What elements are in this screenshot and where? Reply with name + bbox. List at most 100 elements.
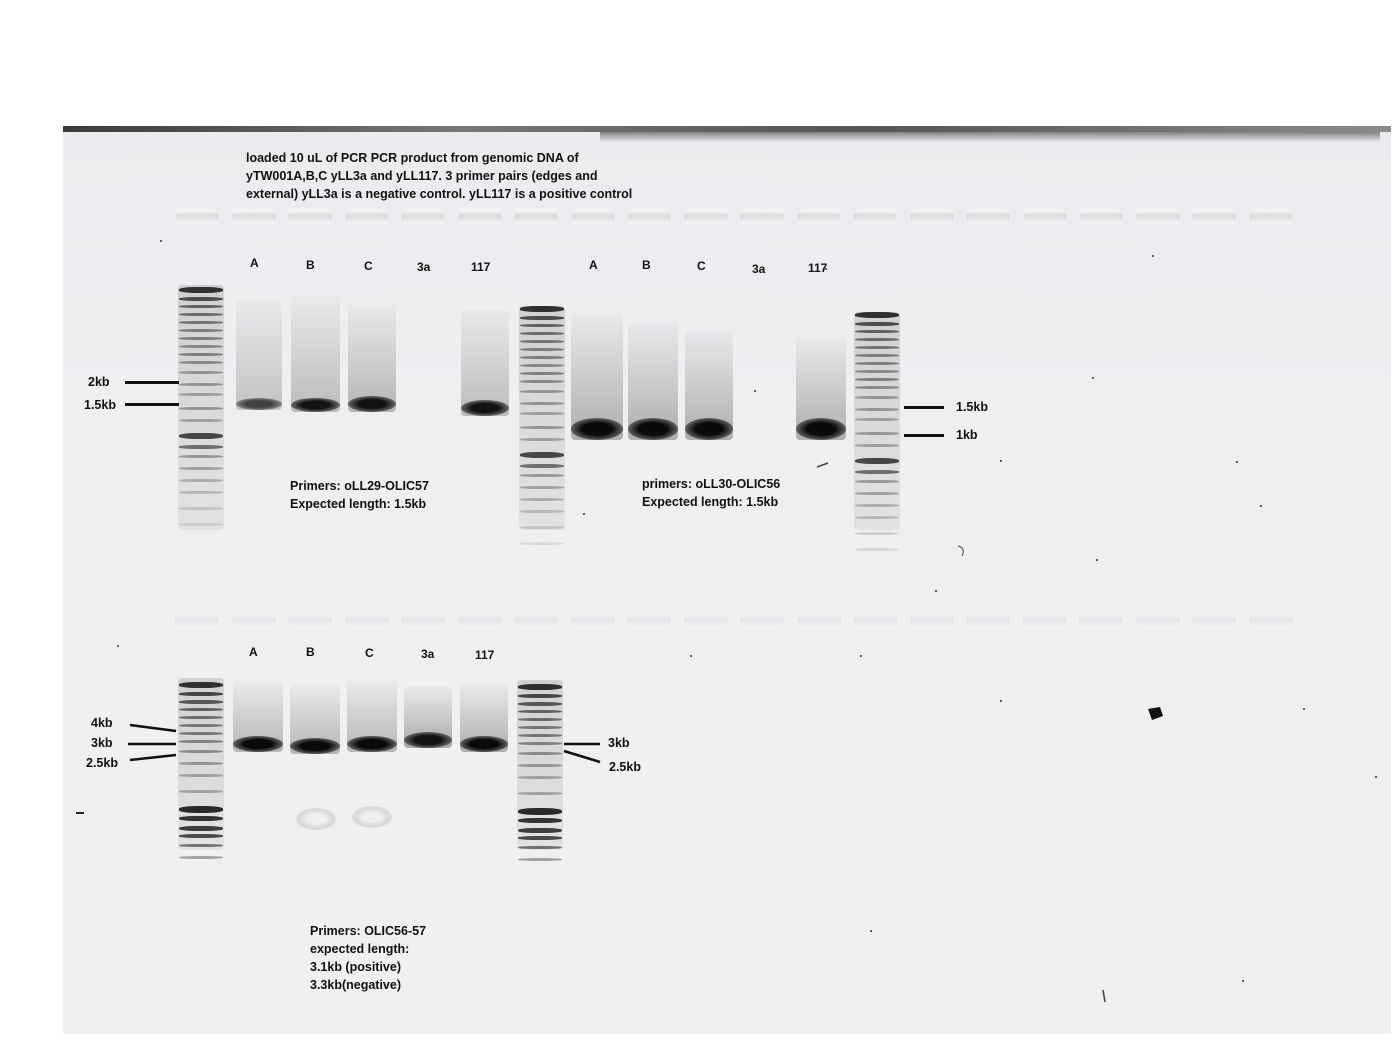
gel2-sample-117-band <box>460 736 508 752</box>
gel2-sample-b-glow <box>296 808 336 830</box>
gel-dust-6 <box>583 513 585 515</box>
gel-dust-9 <box>690 655 692 657</box>
gel-dust-1 <box>754 390 756 392</box>
well-row2-5 <box>401 614 445 627</box>
gel2-ladder-right-band-5 <box>518 718 562 721</box>
gel2-ladder-right-band-10 <box>518 764 562 767</box>
gel1-ladder-middle-band-12 <box>520 402 564 405</box>
gel1-ladder-right-band-14 <box>855 432 899 435</box>
gel-dust-11 <box>1000 700 1002 702</box>
well-row1-14 <box>909 210 954 223</box>
gel2-ladder-left-band-12 <box>179 790 223 793</box>
well-row1-10 <box>683 210 728 223</box>
gel2-ladder-left-band-3 <box>179 700 223 704</box>
well-row1-3 <box>288 210 332 223</box>
gel1-ladder-right-band-17 <box>855 470 899 474</box>
gel1-ladder-left-band-13 <box>179 393 223 396</box>
well-row1-20 <box>1248 210 1293 223</box>
well-row2-17 <box>1079 614 1123 627</box>
gel1-ladder-right-band-20 <box>855 504 899 507</box>
gel1-ladder-left-band-20 <box>179 479 223 482</box>
gel-dust-5 <box>1260 505 1262 507</box>
well-row1-8 <box>570 210 615 223</box>
gel2-sample-3a-band <box>404 732 452 748</box>
gel1-ladder-middle-band-19 <box>520 486 564 489</box>
gel2-ladder-left-band-11 <box>179 774 223 777</box>
gel1-ladder-right-band-1 <box>855 312 899 318</box>
gel1-lane-label-b: B <box>306 258 315 272</box>
gel-dust-3 <box>1000 460 1002 462</box>
note-line-2: yTW001A,B,C yLL3a and yLL117. 3 primer p… <box>246 169 598 183</box>
well-row2-20 <box>1248 614 1293 627</box>
gel1-ladder-middle-band-13 <box>520 412 564 415</box>
well-row1-5 <box>401 210 445 223</box>
gel2-sample-a-band <box>233 736 283 752</box>
gel1-marker-1-5kb: 1.5kb <box>84 398 116 412</box>
gel2-ladder-right-band-18 <box>518 858 562 861</box>
well-row1-17 <box>1079 210 1123 223</box>
gel1-ladder-left-band-7 <box>179 337 223 340</box>
well-row2-12 <box>796 614 841 627</box>
gel2-ladder-right-band-17 <box>518 846 562 849</box>
gel1-ladder-right-band-8 <box>855 370 899 373</box>
well-row1-18 <box>1135 210 1180 223</box>
gel2-ladder-left-band-8 <box>179 740 223 743</box>
gel-dust-17 <box>160 240 162 242</box>
gel2-primers-line-2: expected length: <box>310 942 410 956</box>
gel1-ladder-left-band-8 <box>179 345 223 348</box>
gel1-sample-117-band <box>461 400 509 416</box>
well-row2-4 <box>344 614 389 627</box>
gel1-ladder-right-band-5 <box>855 346 899 349</box>
gel1-right-marker-1-5kb: 1.5kb <box>956 400 988 414</box>
gel1-lane-label-3a: 3a <box>417 260 431 274</box>
gel1-marker-2kb: 2kb <box>88 375 110 389</box>
well-row2-2 <box>231 614 276 627</box>
gel1-ladder-middle-band-18 <box>520 474 564 477</box>
gel1-lane-label-a: A <box>250 256 259 270</box>
gel1-ladder-left-band-9 <box>179 353 223 356</box>
gel1-ladder-left-band-14 <box>179 407 223 410</box>
gel2-ladder-right-band-16 <box>518 836 562 840</box>
gel2-ladder-right-band-4 <box>518 710 562 713</box>
gel2-ladder-right-band-6 <box>518 726 562 729</box>
gel1-ladder-right-band-11 <box>855 396 899 399</box>
gel1-ladder-left-band-5 <box>179 321 223 324</box>
gel2-primers-line-1: Primers: OLIC56-57 <box>310 924 427 938</box>
gel2-lane-label-117: 117 <box>475 648 495 662</box>
gel1-right-marker-1-5kb-tick <box>904 406 944 409</box>
gel2-ladder-left-band-6 <box>179 724 223 727</box>
gel-speck-4 <box>957 545 964 557</box>
gel-top-edge <box>63 126 1391 132</box>
gel1-ladder-right-band-9 <box>855 378 899 381</box>
well-row1-2 <box>231 210 276 223</box>
gel1-primers-right-line-2: Expected length: 1.5kb <box>642 495 779 509</box>
gel2-right-marker-3kb: 3kb <box>608 736 630 750</box>
gel2-ladder-right-band-14 <box>518 818 562 823</box>
gel2-ladder-left-band-4 <box>179 708 223 711</box>
gel-dust-16 <box>117 645 119 647</box>
well-row1-16 <box>1022 210 1067 223</box>
gel2-ladder-left <box>178 678 224 850</box>
gel2-ladder-right-band-7 <box>518 734 562 737</box>
well-row2-14 <box>909 614 954 627</box>
well-row1-11 <box>740 210 784 223</box>
gel1-ladder-left-band-10 <box>179 361 223 364</box>
gel1-ladder-right-band-6 <box>855 354 899 357</box>
gel1-ladder-left-band-17 <box>179 445 223 449</box>
gel1-ladder-middle-band-4 <box>520 332 564 335</box>
gel1-ladder-right-band-3 <box>855 330 899 333</box>
well-row1-19 <box>1192 210 1236 223</box>
gel1-ladder-middle-band-22 <box>520 526 564 529</box>
gel-dust-2 <box>1092 377 1094 379</box>
well-row2-13 <box>853 614 897 627</box>
well-row1-1 <box>175 210 219 223</box>
gel1-ladder-middle-band-6 <box>520 348 564 351</box>
gel1-ladder-left-band-2 <box>179 297 223 301</box>
gel2-ladder-right-band-9 <box>518 752 562 755</box>
gel1-ladder-middle-band-17 <box>520 464 564 468</box>
gel1-sample-a-band <box>236 398 282 410</box>
gel2-ladder-left-band-16 <box>179 834 223 838</box>
gel1-ladder-right-band-16 <box>855 458 899 464</box>
gel1-ladder-right-band-10 <box>855 386 899 389</box>
